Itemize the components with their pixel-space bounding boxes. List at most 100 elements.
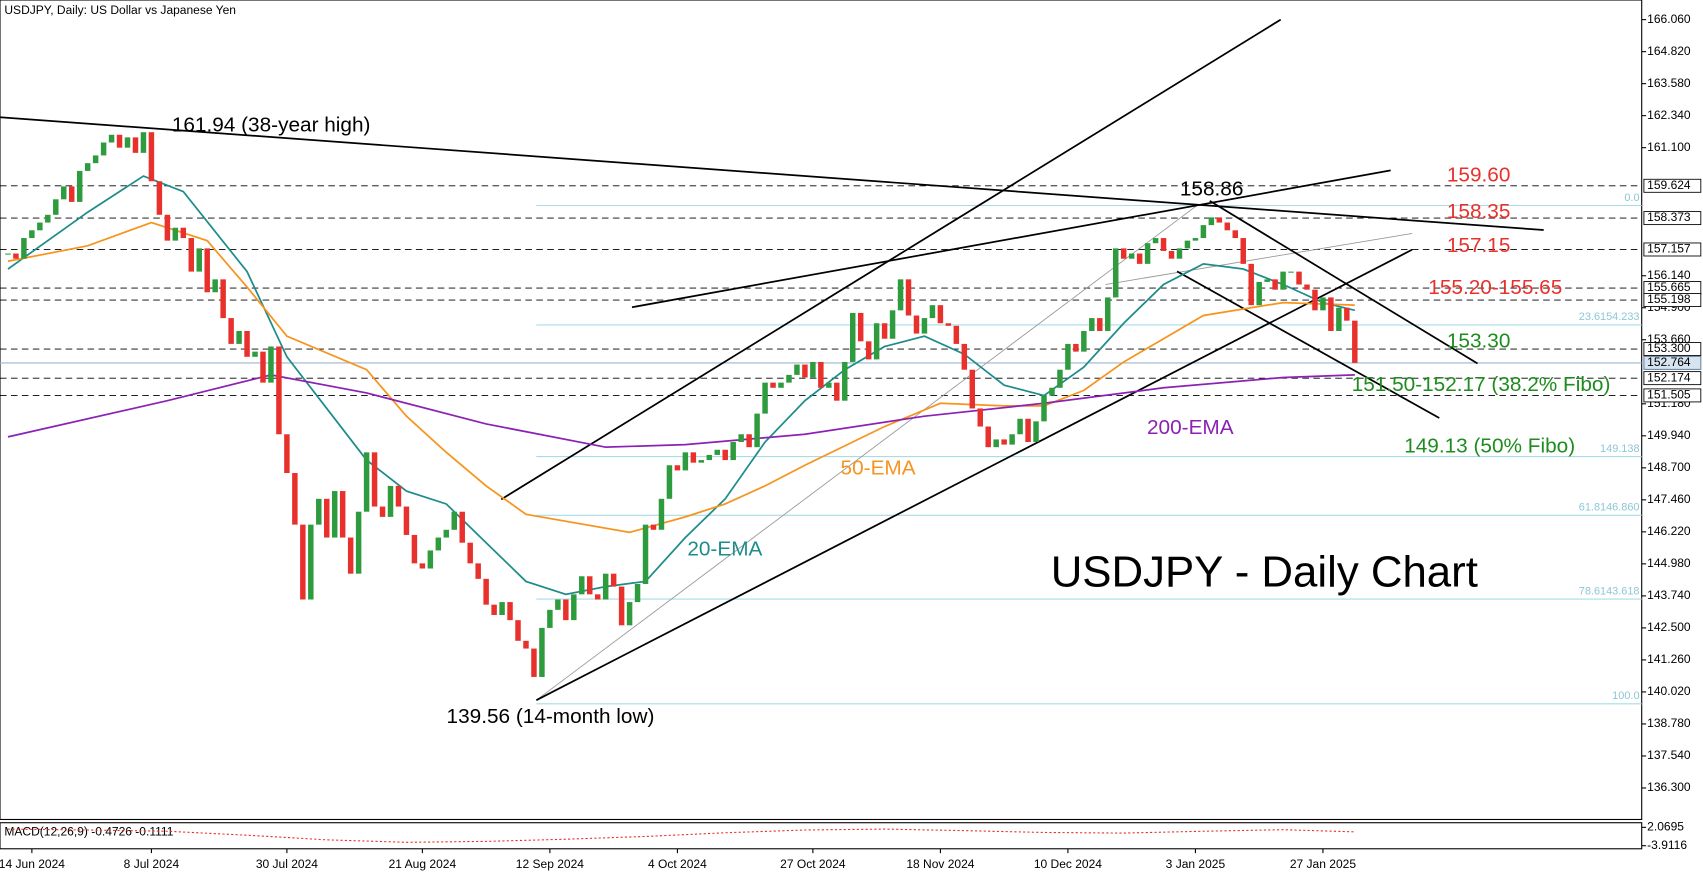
level-label: 153.300 bbox=[1647, 341, 1691, 355]
level-box bbox=[1643, 293, 1702, 308]
candle bbox=[666, 465, 673, 499]
candle bbox=[1208, 217, 1215, 226]
trendline bbox=[1209, 200, 1478, 365]
y-tick-label: 144.980 bbox=[1647, 556, 1691, 570]
y-tick-label: 164.820 bbox=[1647, 44, 1691, 58]
plot-frame bbox=[0, 0, 1643, 821]
candle bbox=[1280, 271, 1286, 290]
candle bbox=[451, 511, 457, 530]
candle bbox=[523, 640, 529, 649]
candle bbox=[403, 506, 410, 535]
macd-tick-label: -3.9116 bbox=[1647, 838, 1687, 852]
level-box bbox=[1643, 178, 1702, 193]
candle bbox=[1320, 297, 1326, 311]
candle bbox=[563, 599, 569, 621]
candle bbox=[29, 230, 35, 239]
candle bbox=[1344, 307, 1350, 321]
candle bbox=[905, 279, 912, 316]
y-tick-label: 166.060 bbox=[1647, 12, 1691, 26]
candle bbox=[770, 382, 776, 388]
y-tick-label: 138.780 bbox=[1647, 716, 1691, 730]
candle bbox=[873, 323, 880, 360]
candle bbox=[379, 506, 386, 517]
current-price-label: 152.764 bbox=[1647, 355, 1691, 369]
candle bbox=[1216, 217, 1223, 223]
candle bbox=[571, 594, 577, 621]
candle bbox=[284, 434, 290, 473]
candle bbox=[913, 315, 920, 334]
candle bbox=[140, 132, 147, 153]
candle bbox=[1073, 343, 1079, 352]
level-label: 155.665 bbox=[1647, 280, 1691, 294]
fibo-label: 23.6154.233 bbox=[1579, 311, 1640, 323]
candle bbox=[132, 137, 139, 153]
candle bbox=[802, 364, 808, 378]
candle bbox=[1240, 238, 1246, 264]
x-tick-label: 18 Nov 2024 bbox=[906, 857, 975, 871]
candle bbox=[762, 382, 768, 414]
candle bbox=[754, 413, 760, 448]
candle bbox=[1017, 418, 1023, 435]
trendline bbox=[1176, 270, 1440, 419]
candle bbox=[443, 529, 450, 538]
y-tick-label: 163.580 bbox=[1647, 76, 1691, 90]
candle bbox=[387, 485, 394, 517]
ema-label: 20-EMA bbox=[687, 538, 762, 561]
candle bbox=[1105, 297, 1111, 331]
annotation: 157.15 bbox=[1447, 234, 1511, 257]
candle bbox=[1288, 271, 1294, 273]
candle bbox=[1041, 395, 1047, 422]
candle bbox=[308, 524, 314, 600]
candle bbox=[961, 343, 968, 370]
candle bbox=[1296, 271, 1302, 285]
candle bbox=[339, 491, 346, 538]
candle bbox=[483, 578, 489, 605]
candle bbox=[738, 434, 744, 443]
candle bbox=[794, 364, 800, 375]
candle bbox=[778, 382, 784, 388]
x-tick-label: 27 Jan 2025 bbox=[1290, 857, 1357, 871]
candle bbox=[690, 452, 697, 463]
candle bbox=[156, 181, 163, 215]
candle bbox=[1312, 289, 1318, 311]
candle bbox=[1049, 387, 1055, 396]
candle bbox=[435, 537, 442, 551]
trendline bbox=[0, 116, 1544, 231]
candle bbox=[459, 511, 465, 543]
candle bbox=[1200, 225, 1207, 239]
candle bbox=[164, 214, 171, 241]
candle bbox=[985, 426, 991, 448]
candle bbox=[300, 524, 306, 600]
candle bbox=[969, 369, 976, 409]
candle bbox=[587, 576, 593, 595]
candle bbox=[834, 382, 840, 401]
candle bbox=[857, 312, 864, 342]
macd-frame bbox=[0, 822, 1643, 850]
y-tick-label: 161.100 bbox=[1647, 140, 1691, 154]
chart-title: USDJPY - Daily Chart bbox=[1051, 549, 1478, 597]
candle bbox=[84, 163, 91, 171]
candle bbox=[491, 604, 497, 615]
current-price-box bbox=[1643, 355, 1702, 370]
candle bbox=[722, 449, 728, 461]
candle bbox=[467, 542, 473, 564]
x-tick-label: 10 Dec 2024 bbox=[1034, 857, 1103, 871]
fibo-label: 61.8146.860 bbox=[1579, 502, 1640, 514]
candle bbox=[1248, 263, 1254, 306]
candle bbox=[53, 199, 59, 215]
trendline bbox=[1105, 232, 1413, 285]
candle bbox=[1336, 307, 1342, 331]
level-box bbox=[1643, 371, 1702, 386]
ema-line bbox=[7, 221, 1355, 534]
candle bbox=[212, 279, 218, 293]
annotation: 159.60 bbox=[1447, 163, 1511, 186]
candle bbox=[411, 534, 418, 564]
candle bbox=[196, 248, 202, 272]
level-label: 158.373 bbox=[1647, 210, 1691, 224]
candle bbox=[188, 238, 195, 272]
candle bbox=[634, 584, 641, 603]
candle bbox=[371, 452, 378, 507]
level-label: 157.157 bbox=[1647, 242, 1691, 256]
candle bbox=[45, 214, 51, 223]
